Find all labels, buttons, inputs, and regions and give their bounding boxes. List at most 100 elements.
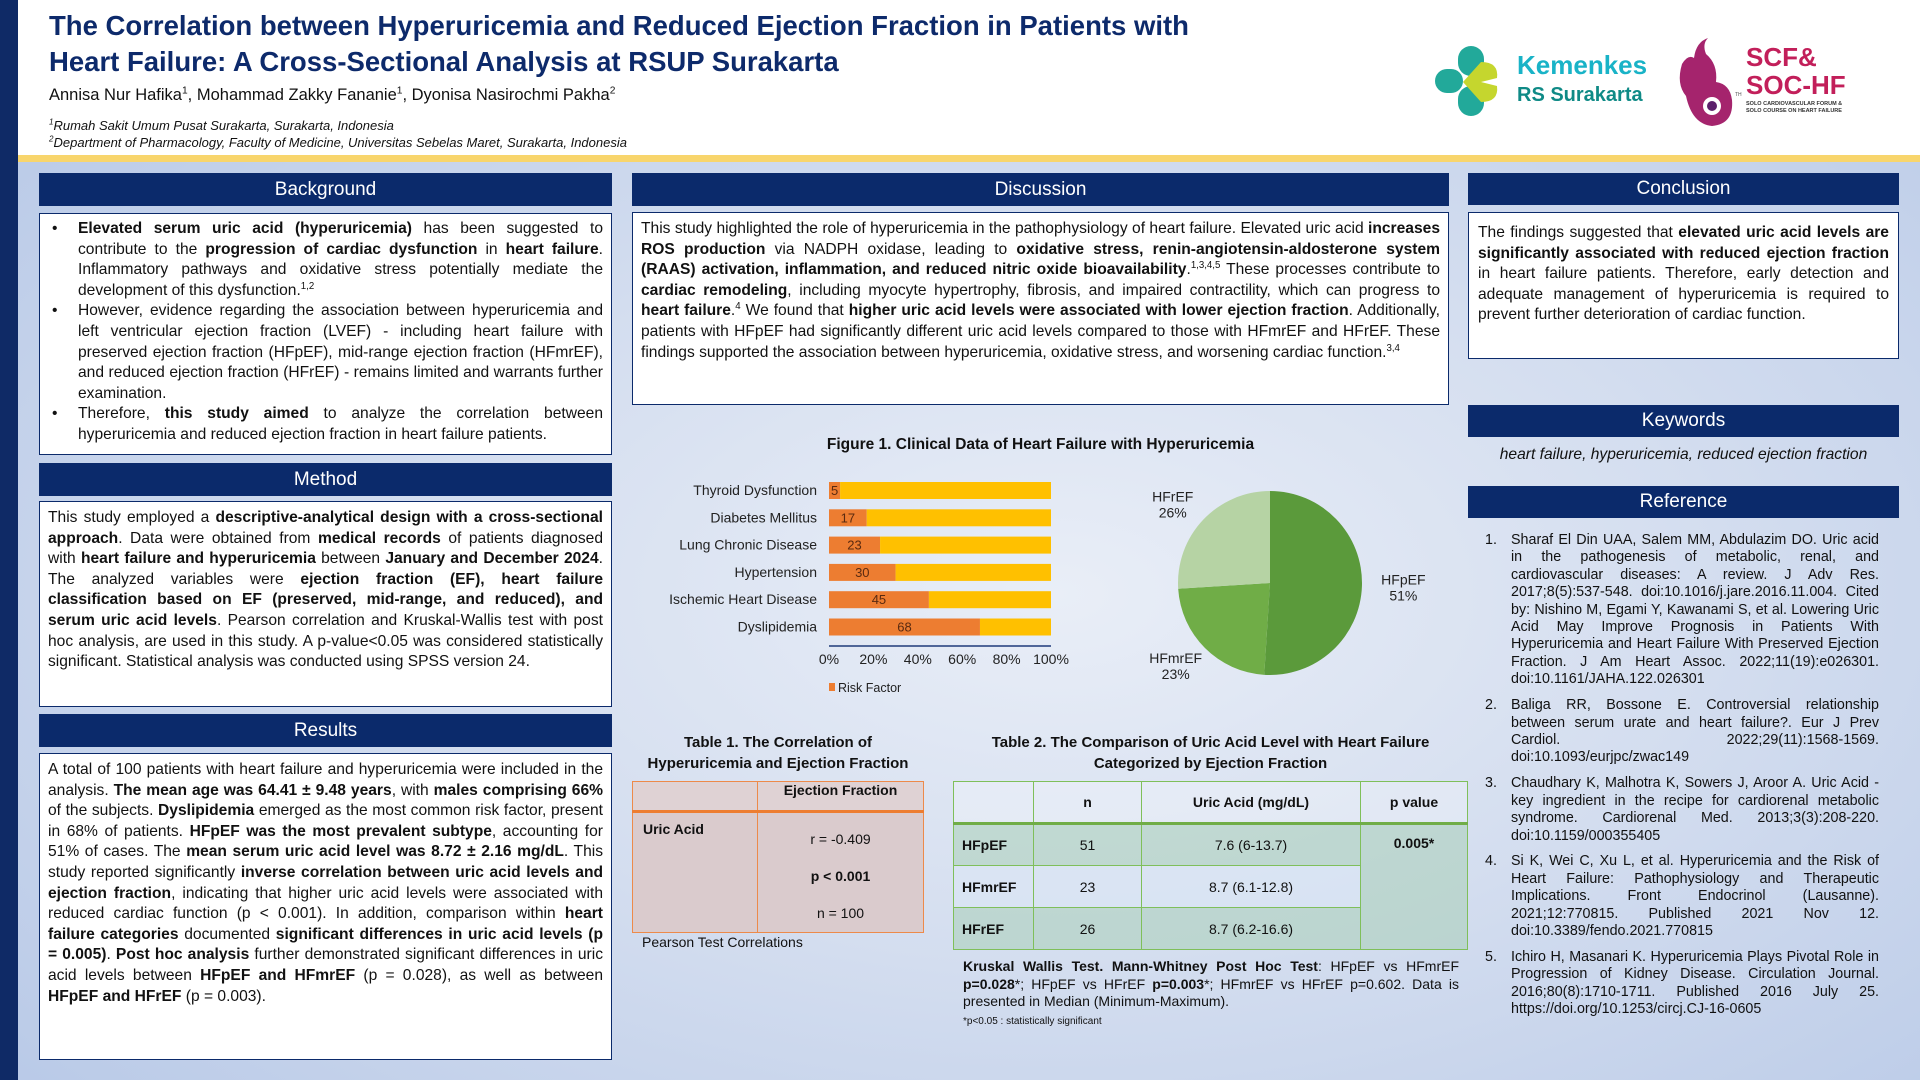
bold-text-run: The mean age was 64.41 ± 9.48 years [113, 781, 392, 799]
text-run: in heart failure patients. Therefore, ea… [1478, 265, 1889, 324]
reference-text: Baliga RR, Bossone E. Controversial rela… [1511, 697, 1879, 766]
citation-superscript: 4 [735, 301, 741, 313]
text-run: , indicating that higher uric acid level… [48, 884, 603, 923]
method-section: This study employed a descriptive-analyt… [39, 501, 612, 707]
author-affil-sup: 2 [609, 85, 616, 97]
affil-sup: 1 [49, 117, 54, 127]
scf-th-mark: TH [1735, 92, 1742, 98]
header-background [0, 0, 1920, 155]
reference-item: 5. Ichiro H, Masanari K. Hyperuricemia Pl… [1468, 949, 1899, 1019]
heart-8-logo-icon [1679, 38, 1733, 126]
bold-text-run: significant differences in uric acid lev… [48, 925, 604, 964]
text-run: . The analyzed variables were [48, 550, 603, 588]
bold-text-run: heart failure [505, 240, 599, 258]
category-label: Hypertension [735, 564, 818, 580]
text-run: , accounting for 51% of cases. The [48, 822, 603, 861]
background-section: Elevated serum uric acid (hyperuricemia)… [39, 213, 612, 455]
x-tick-label: 0% [819, 651, 839, 667]
table-1-caption: Table 1. The Correlation of Hyperuricemi… [647, 734, 909, 772]
results-section: A total of 100 patients with heart failu… [39, 753, 612, 1060]
pie-value-label: 26% [1159, 505, 1187, 521]
bar-data-label: 23 [847, 538, 861, 553]
x-tick-label: 60% [948, 651, 976, 667]
text-run: , including myocyte hypertrophy, fibrosi… [787, 281, 1441, 299]
pie-slice-hfpef [1264, 491, 1362, 675]
text-run: . Data were obtained from [118, 529, 318, 547]
scf-soc-hf-logo: SCF& SOC-HF SOLO CARDIOVASCULAR FORUM & S… [1672, 34, 1872, 129]
bold-text-run: Kruskal Wallis Test. Mann-Whitney Post H… [963, 958, 1318, 974]
bar-data-label: 30 [855, 565, 869, 580]
text-run: . Inflammatory pathways and oxidative st… [78, 240, 603, 299]
background-bullet: However, evidence regarding the associat… [48, 301, 603, 404]
pie-slice-hfmref [1178, 583, 1270, 675]
kemenkes-logo-text: Kemenkes [1517, 50, 1648, 80]
text-run: : HFpEF vs HFmrEF [1317, 958, 1459, 974]
bold-text-run: heart failure [641, 302, 731, 320]
reference-number: 5. [1485, 948, 1497, 965]
category-label: Thyroid Dysfunction [693, 482, 817, 498]
table-row: HFrEF 26 8.7 (6.2-16.6) [953, 907, 1468, 950]
text-run: documented [178, 925, 276, 943]
correlation-p: p < 0.001 [810, 868, 871, 884]
table-row: HFmrEF 23 8.7 (6.1-12.8) [953, 865, 1468, 908]
pie-label: HFrEF [1152, 489, 1193, 505]
text-run: emerged as the most common risk factor, … [48, 802, 604, 840]
bar-data-label: 17 [841, 510, 855, 525]
text-run: This study employed a [48, 509, 216, 526]
correlation-cell: r = -0.409 p < 0.001 n = 100 [757, 811, 924, 933]
text-run: A total of 100 patients with heart failu… [48, 761, 603, 799]
category-label: Dyslipidemia [738, 619, 818, 635]
cell-p-value: 0.005* [1360, 823, 1468, 950]
x-tick-label: 80% [993, 651, 1021, 667]
category-label: Ischemic Heart Disease [669, 591, 817, 607]
cell-n: 26 [1033, 907, 1142, 950]
bar-remainder [895, 563, 1051, 581]
x-tick-label: 100% [1033, 651, 1069, 667]
author-name: Annisa Nur Hafika [49, 86, 182, 104]
text-run: between [315, 550, 386, 568]
row-label-uric-acid: Uric Acid [632, 811, 758, 933]
title-line-1: The Correlation between Hyperuricemia an… [49, 10, 1189, 41]
table-header-uric-acid: Uric Acid (mg/dL) [1141, 781, 1361, 825]
background-bullet: Elevated serum uric acid (hyperuricemia)… [48, 219, 603, 301]
affil-text: Department of Pharmacology, Faculty of M… [53, 135, 627, 150]
citation-superscript: 1,2 [300, 280, 315, 292]
citation-superscript: 3,4 [1386, 342, 1400, 354]
reference-item: 1. Sharaf El Din UAA, Salem MM, Abdulazim… [1468, 532, 1899, 689]
kemenkes-logo: Kemenkes RS Surakarta [1433, 42, 1653, 122]
text-run: , with [391, 781, 434, 799]
bold-text-run: males comprising 66% [433, 781, 603, 799]
text-run: . [1186, 261, 1191, 279]
author-name: , Mohammad Zakky Fananie [187, 86, 397, 104]
bar-remainder [979, 618, 1051, 636]
row-label: HFpEF [953, 823, 1034, 866]
author-affil-sup: 1 [181, 85, 188, 97]
bold-text-run: oxidative stress, renin-angiotensin-aldo… [641, 240, 1441, 279]
text-run: Therefore, [78, 405, 165, 423]
text-run: We found that [740, 302, 849, 320]
bold-text-run: progression of cardiac dysfunction [205, 240, 478, 258]
pie-slice-hfref [1178, 491, 1270, 589]
figure-1-charts: Thyroid Dysfunction 5 Diabetes Mellitus 17 L… [669, 482, 1426, 695]
reference-number: 4. [1485, 853, 1497, 870]
text-run: . [106, 946, 116, 964]
bold-text-run: Dyslipidemia [158, 802, 255, 820]
cell-n: 51 [1033, 823, 1142, 866]
bold-text-run: higher uric acid levels were associated … [848, 302, 1349, 320]
table-header-row: n Uric Acid (mg/dL) p value [953, 781, 1468, 825]
text-run: . Additionally, patients with HFpEF had … [641, 302, 1440, 361]
keywords-heading: Keywords [1468, 405, 1899, 437]
text-run: . This study reported significantly [48, 843, 604, 881]
reference-number: 2. [1485, 697, 1497, 714]
text-run: to analyze the correlation between hyper… [78, 405, 603, 443]
reference-number: 3. [1485, 775, 1497, 792]
text-run: in [477, 240, 506, 258]
background-heading: Background [39, 173, 612, 206]
scf-logo-text: SCF& [1746, 42, 1817, 72]
table-2-note: Kruskal Wallis Test. Mann-Whitney Post H… [963, 958, 1459, 1011]
bold-text-run: medical records [317, 529, 441, 547]
bold-text-run: inverse correlation between uric acid le… [48, 863, 603, 902]
text-run: has been suggested to contribute to the [78, 220, 603, 258]
bold-text-run: HFpEF and HFmrEF [200, 966, 356, 984]
text-run: This study highlighted the role of hyper… [641, 220, 1369, 237]
